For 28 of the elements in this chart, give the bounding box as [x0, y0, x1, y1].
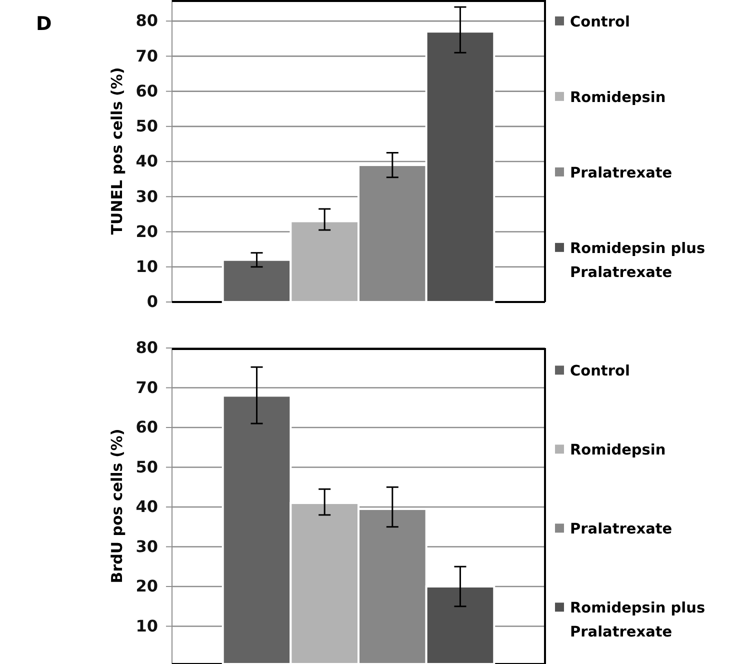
y-tick-label: 70 — [136, 46, 158, 66]
legend-label: Romidepsin plus Pralatrexate — [570, 600, 706, 641]
legend-label: Control — [570, 14, 630, 30]
legend-label: Romidepsin plus Pralatrexate — [570, 240, 706, 281]
legend-label: Pralatrexate — [570, 165, 672, 182]
y-axis-title: BrdU pos cells (%) — [108, 428, 126, 584]
y-tick-label: 10 — [136, 616, 158, 636]
y-tick-label: 40 — [136, 497, 158, 516]
y-tick-label: 50 — [136, 457, 158, 476]
y-axis-title: TUNEL pos cells (%) — [108, 67, 126, 235]
y-tick-label: 60 — [136, 418, 158, 437]
y-tick-label: 60 — [136, 81, 158, 100]
y-tick-label: 50 — [136, 116, 158, 136]
y-tick-label: 80 — [136, 11, 158, 30]
y-tick-label: 80 — [136, 338, 158, 358]
text: D — [36, 13, 52, 35]
legend-label: Romidepsin — [570, 90, 666, 106]
legend-label: Control — [570, 364, 630, 380]
y-tick-label: 0 — [146, 292, 158, 312]
y-tick-label: 20 — [136, 222, 158, 241]
y-tick-label: 70 — [136, 378, 158, 397]
y-tick-label: 20 — [136, 576, 158, 596]
y-tick-label: 30 — [136, 186, 158, 206]
y-tick-label: 10 — [136, 257, 158, 276]
y-tick-label: 40 — [136, 152, 158, 171]
y-tick-label: 30 — [136, 536, 158, 556]
legend-label: Pralatrexate — [570, 522, 672, 538]
legend-label: Romidepsin — [570, 442, 666, 459]
